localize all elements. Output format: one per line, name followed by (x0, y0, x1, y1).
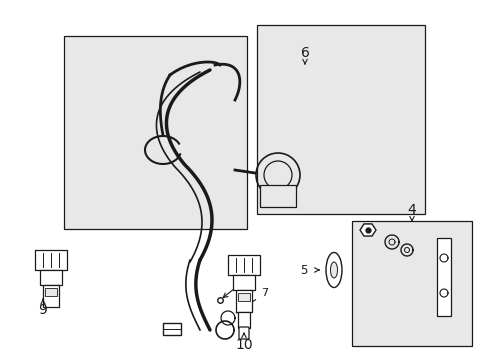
Text: 4: 4 (407, 203, 415, 217)
Bar (163, 323, 181, 335)
Text: 9: 9 (39, 303, 47, 317)
Text: 5: 5 (300, 264, 307, 276)
FancyBboxPatch shape (239, 327, 248, 339)
Bar (227, 255, 260, 275)
Bar (232, 275, 254, 290)
Text: 8: 8 (251, 268, 258, 278)
Text: 7: 7 (261, 288, 268, 298)
Text: 10: 10 (235, 338, 252, 352)
Bar (43, 285, 59, 307)
Bar (63, 36, 246, 229)
Bar (256, 25, 425, 214)
Bar (351, 221, 471, 346)
Polygon shape (359, 224, 375, 236)
Ellipse shape (330, 262, 337, 278)
Bar (436, 238, 450, 316)
Text: 6: 6 (300, 46, 309, 60)
Bar (35, 250, 67, 270)
Bar (238, 312, 249, 328)
Bar (236, 290, 251, 312)
Bar (238, 293, 249, 301)
Bar (260, 185, 295, 207)
Ellipse shape (325, 252, 341, 288)
Bar (40, 270, 62, 285)
Bar (45, 288, 57, 296)
